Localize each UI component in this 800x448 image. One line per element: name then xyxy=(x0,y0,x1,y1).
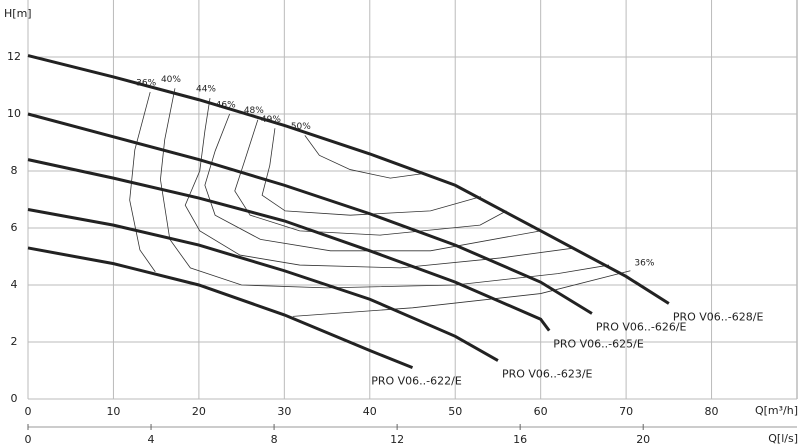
efficiency-label: 48% xyxy=(244,106,264,116)
efficiency-label: 46% xyxy=(216,101,236,111)
efficiency-label: 36% xyxy=(634,258,654,268)
pump-curve xyxy=(27,158,551,332)
pump-curve xyxy=(27,112,593,315)
x2-tick-label: 8 xyxy=(271,433,278,446)
series-label: PRO V06..-625/E xyxy=(553,338,644,351)
x2-tick-label: 4 xyxy=(148,433,155,446)
x2-tick-label: 20 xyxy=(636,433,650,446)
efficiency-curve xyxy=(261,128,481,216)
efficiency-label: 49% xyxy=(261,115,281,125)
efficiency-curve xyxy=(204,113,541,252)
y-tick-label: 0 xyxy=(11,392,18,405)
pump-curve xyxy=(27,207,499,362)
y-tick-label: 8 xyxy=(11,164,18,177)
x-tick-label: 60 xyxy=(534,405,548,418)
efficiency-label: 44% xyxy=(196,85,216,95)
efficiency-label: 50% xyxy=(291,122,311,132)
x2-tick-label: 0 xyxy=(25,433,32,446)
x-tick-label: 80 xyxy=(705,405,719,418)
y-tick-label: 10 xyxy=(7,107,21,120)
x2-tick-label: 12 xyxy=(390,433,404,446)
x2-axis-label: Q[l/s] xyxy=(768,432,798,445)
y-tick-label: 12 xyxy=(7,50,21,63)
x-tick-label: 50 xyxy=(448,405,462,418)
y-tick-label: 4 xyxy=(11,278,18,291)
pump-curve xyxy=(27,54,670,305)
series-label: PRO V06..-623/E xyxy=(502,368,593,381)
y-tick-label: 6 xyxy=(11,221,18,234)
y-axis-label: H[m] xyxy=(4,7,32,20)
efficiency-curve xyxy=(184,97,575,269)
x-tick-label: 10 xyxy=(106,405,120,418)
x-axis-label: Q[m³/h] xyxy=(755,404,798,417)
series-label: PRO V06..-626/E xyxy=(596,321,687,334)
efficiency-label: 36% xyxy=(136,79,156,89)
efficiency-label: 40% xyxy=(161,75,181,85)
efficiency-curve xyxy=(129,91,631,317)
efficiency-curve xyxy=(234,119,507,236)
efficiency-curve xyxy=(160,88,610,289)
x-tick-label: 70 xyxy=(619,405,633,418)
y-tick-label: 2 xyxy=(11,335,18,348)
series-label: PRO V06..-628/E xyxy=(673,311,764,324)
pump-curve xyxy=(27,246,414,370)
x-tick-label: 0 xyxy=(25,405,32,418)
x-tick-label: 40 xyxy=(363,405,377,418)
x-tick-label: 30 xyxy=(277,405,291,418)
efficiency-curve xyxy=(304,135,422,179)
x2-tick-label: 16 xyxy=(513,433,527,446)
series-label: PRO V06..-622/E xyxy=(371,375,462,388)
x-tick-label: 20 xyxy=(192,405,206,418)
